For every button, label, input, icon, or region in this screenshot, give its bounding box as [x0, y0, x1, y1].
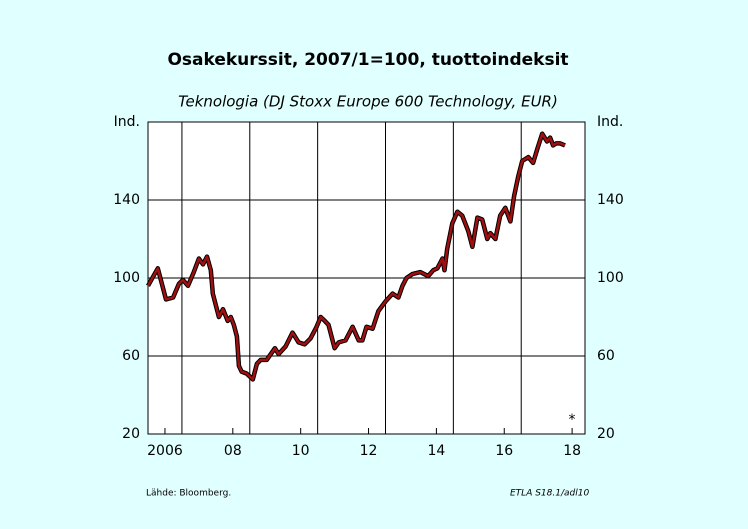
x-tick-label: 12 [360, 443, 378, 459]
y-tick-label: Ind. [114, 114, 140, 130]
y-tick-label: 20 [122, 426, 140, 442]
y2-tick-label: 60 [597, 348, 615, 364]
y-tick-label: 60 [122, 348, 140, 364]
x-tick-label: 16 [495, 443, 513, 459]
x-tick-label: 2006 [147, 443, 183, 459]
x-tick-label: 10 [292, 443, 310, 459]
y2-tick-label: 100 [597, 270, 624, 286]
chart-title: Osakekurssit, 2007/1=100, tuottoindeksit [167, 50, 568, 70]
code: ETLA S18.1/adl10 [510, 489, 589, 499]
y-tick-label: 100 [113, 270, 140, 286]
y2-tick-label: 140 [597, 192, 624, 208]
annotation: * [569, 412, 576, 428]
x-tick-label: 18 [563, 443, 581, 459]
y2-tick-label: Ind. [597, 114, 623, 130]
x-tick-label: 14 [427, 443, 445, 459]
chart-subtitle: Teknologia (DJ Stoxx Europe 600 Technolo… [178, 93, 558, 111]
line [146, 132, 566, 381]
x-tick-label: 08 [224, 443, 242, 459]
y-tick-label: 140 [113, 192, 140, 208]
y2-tick-label: 20 [597, 426, 615, 442]
source: Lähde: Bloomberg. [146, 489, 231, 499]
